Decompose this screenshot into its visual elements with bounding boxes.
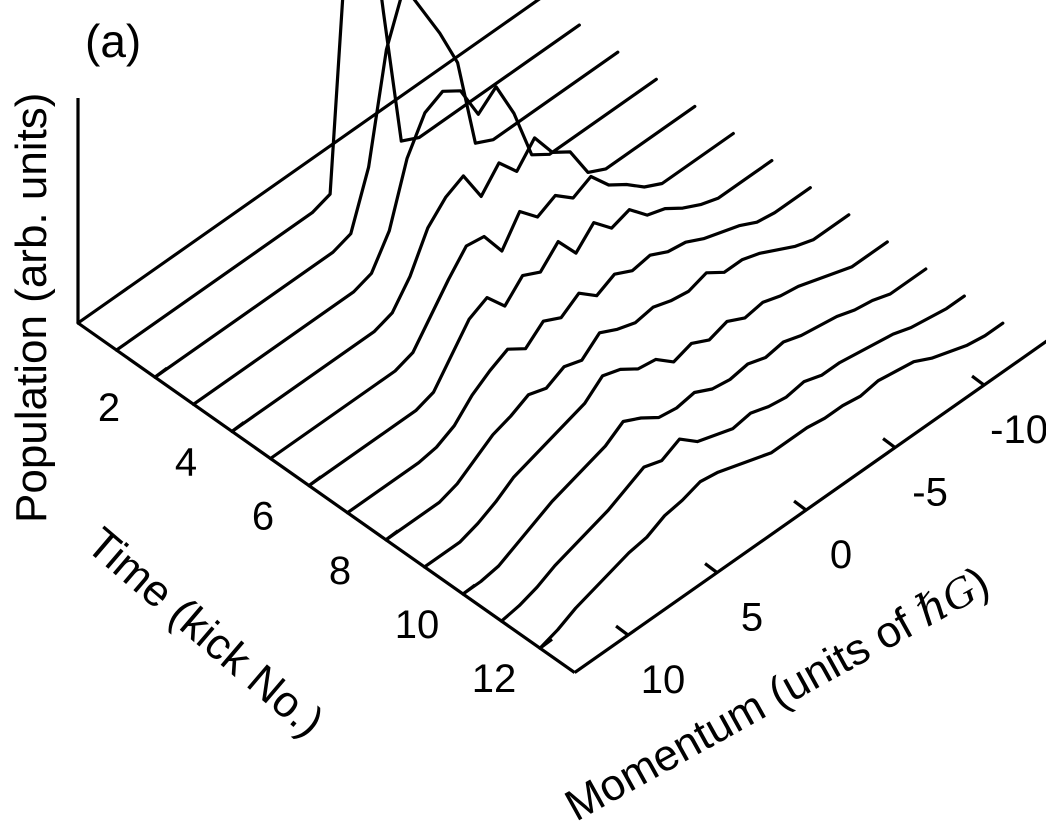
trace-group [76,0,1005,650]
momentum-axis-title: Momentum (units of ℏG) [557,557,997,824]
tick-group [154,366,986,650]
time-tick-label-12: 12 [472,657,517,701]
series-line-kick-0 [76,0,541,325]
time-axis-title: Time (kick No.) [78,518,334,746]
series-line-kick-11 [499,294,966,623]
time-tick-12 [539,637,553,650]
series-line-kick-2 [153,0,620,379]
series-line-kick-7 [345,186,812,515]
series-line-kick-1 [114,0,581,352]
time-tick-label-6: 6 [252,495,274,539]
series-line-kick-9 [422,240,889,569]
series-line-kick-12 [538,321,1005,650]
series-line-kick-10 [461,267,928,596]
axes-group [76,98,1046,674]
series-line-kick-3 [191,77,658,406]
momentum-tick-label--10: -10 [990,408,1046,452]
time-tick-10 [462,583,476,596]
time-tick-label-10: 10 [395,603,440,647]
momentum-axis-line [573,339,1046,674]
time-axis-line [77,321,576,674]
momentum-tick--10 [971,374,986,387]
momentum-tick--5 [882,437,897,449]
momentum-tick-10 [615,624,630,637]
label-group: 2 4 6 8 10 12 10 5 0 -5 -10 [98,386,1046,702]
time-tick-label-4: 4 [175,440,197,484]
momentum-tick-label-5: 5 [741,596,763,640]
momentum-tick-0 [793,499,808,512]
panel-label: (a) [85,15,141,67]
time-tick-8 [385,529,399,542]
time-tick-label-8: 8 [329,549,351,593]
series-line-kick-4 [230,104,697,433]
z-axis-title: Population (arb. units) [7,93,56,523]
time-tick-2 [154,366,168,379]
series-line-kick-6 [307,159,774,488]
time-tick-4 [231,421,245,433]
time-tick-label-2: 2 [98,386,120,430]
momentum-tick-label-10: 10 [641,658,686,702]
momentum-tick-5 [704,562,719,574]
series-line-kick-5 [268,131,735,461]
momentum-tick-label-0: 0 [830,533,852,577]
momentum-tick-label--5: -5 [912,471,948,515]
time-tick-6 [308,475,322,487]
series-line-kick-8 [384,213,851,542]
